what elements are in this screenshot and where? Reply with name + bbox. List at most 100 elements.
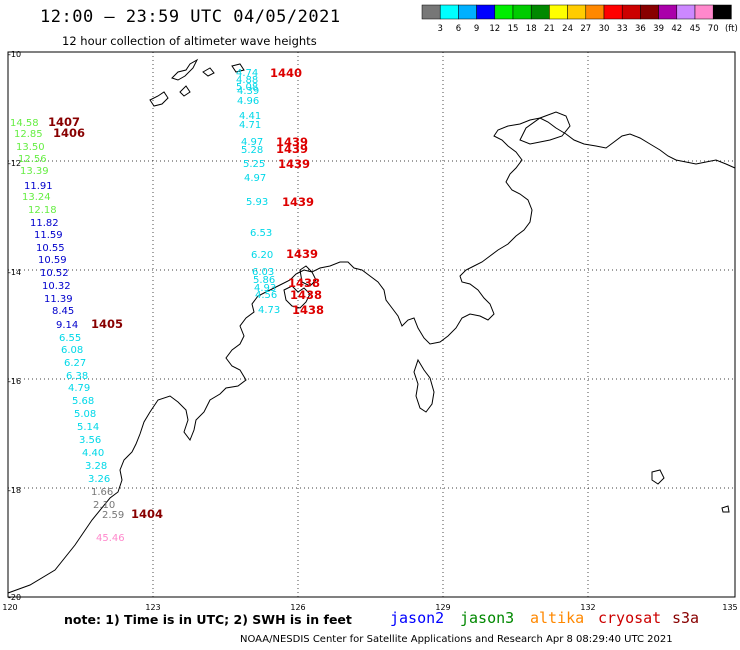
svg-text:1438: 1438 — [290, 288, 322, 302]
svg-text:11.82: 11.82 — [30, 218, 59, 229]
legend-jason3: jason3 — [460, 609, 515, 627]
svg-text:135: 135 — [722, 603, 737, 612]
svg-text:10.52: 10.52 — [40, 268, 69, 279]
legend-cryosat: cryosat — [598, 609, 662, 627]
graticule — [8, 52, 735, 597]
svg-text:132: 132 — [580, 603, 595, 612]
svg-text:11.39: 11.39 — [44, 294, 73, 305]
legend-label: 70 — [708, 24, 719, 34]
svg-text:1407: 1407 — [48, 115, 80, 129]
svg-text:6.08: 6.08 — [61, 345, 83, 356]
svg-text:1405: 1405 — [91, 317, 123, 331]
track-ne-values: 4.74 4.88 5.08 4.39 4.96 4.41 4.71 4.97 … — [236, 68, 280, 316]
svg-text:1404: 1404 — [131, 507, 163, 521]
legend-label: 18 — [526, 24, 537, 34]
lon-ticks: 120 123 126 129 132 135 — [2, 603, 737, 612]
legend-jason2: jason2 — [390, 609, 445, 627]
legend-label: 15 — [508, 24, 519, 34]
svg-text:4.97: 4.97 — [241, 137, 263, 148]
map-title: 12:00 – 23:59 UTC 04/05/2021 — [40, 7, 341, 27]
svg-text:5.25: 5.25 — [243, 159, 265, 170]
svg-text:4.39: 4.39 — [237, 86, 259, 97]
svg-text:2.59: 2.59 — [102, 510, 124, 521]
svg-text:1439: 1439 — [276, 142, 308, 156]
svg-text:5.28: 5.28 — [241, 145, 263, 156]
legend-label: 42 — [671, 24, 682, 34]
legend-label: 9 — [474, 24, 479, 34]
svg-text:45.46: 45.46 — [96, 533, 125, 544]
svg-text:4.40: 4.40 — [82, 448, 104, 459]
svg-text:4.74: 4.74 — [236, 68, 258, 79]
svg-text:3.28: 3.28 — [85, 461, 107, 472]
svg-text:-18: -18 — [8, 486, 21, 495]
svg-text:-12: -12 — [8, 159, 21, 168]
svg-text:6.38: 6.38 — [66, 371, 88, 382]
svg-text:5.14: 5.14 — [77, 422, 99, 433]
legend-swatch — [712, 4, 732, 20]
svg-text:4.88: 4.88 — [236, 75, 258, 86]
svg-text:1439: 1439 — [282, 195, 314, 209]
svg-text:4.93: 4.93 — [254, 283, 276, 294]
svg-text:1439: 1439 — [278, 157, 310, 171]
legend-label: 6 — [456, 24, 461, 34]
pass-times-sw: 1407 1406 1405 1404 — [48, 115, 163, 521]
svg-text:6.03: 6.03 — [252, 267, 274, 278]
coastline — [7, 58, 736, 594]
svg-text:3.56: 3.56 — [79, 435, 101, 446]
svg-text:11.59: 11.59 — [34, 230, 63, 241]
svg-text:4.79: 4.79 — [68, 383, 90, 394]
pass-times-ne: 1440 1439 1439 1439 1439 1439 1438 1438 … — [270, 66, 324, 317]
note-text: note: 1) Time is in UTC; 2) SWH is in fe… — [64, 612, 352, 627]
svg-text:1438: 1438 — [288, 276, 320, 290]
map-subtitle: 12 hour collection of altimeter wave hei… — [62, 34, 317, 48]
legend-label: 36 — [635, 24, 646, 34]
track-sw-pink-values: 45.46 — [96, 533, 125, 544]
svg-text:8.45: 8.45 — [52, 306, 74, 317]
svg-text:4.97: 4.97 — [244, 173, 266, 184]
legend-label: 45 — [690, 24, 701, 34]
svg-text:4.56: 4.56 — [255, 290, 277, 301]
legend-label: 24 — [562, 24, 573, 34]
svg-text:13.24: 13.24 — [22, 192, 51, 203]
svg-text:-10: -10 — [8, 50, 21, 59]
legend-label: 27 — [580, 24, 591, 34]
svg-text:6.53: 6.53 — [250, 228, 272, 239]
svg-text:6.20: 6.20 — [251, 250, 273, 261]
svg-text:2.10: 2.10 — [93, 500, 115, 511]
legend-label: 3 — [437, 24, 442, 34]
legend-label: 21 — [544, 24, 555, 34]
svg-text:13.50: 13.50 — [16, 142, 45, 153]
svg-text:13.39: 13.39 — [20, 166, 49, 177]
track-sw-blue-values: 11.91 11.82 11.59 10.55 10.59 10.52 10.3… — [24, 181, 78, 331]
legend-s3a: s3a — [672, 609, 700, 627]
track-sw-cyan-values: 6.55 6.08 6.27 6.38 4.79 5.68 5.08 5.14 … — [59, 333, 110, 485]
svg-text:-20: -20 — [8, 593, 21, 602]
svg-text:-16: -16 — [8, 377, 21, 386]
svg-text:120: 120 — [2, 603, 17, 612]
legend-label: 33 — [617, 24, 628, 34]
svg-text:5.08: 5.08 — [236, 82, 258, 93]
svg-text:-14: -14 — [8, 268, 21, 277]
legend-label: 12 — [489, 24, 500, 34]
svg-text:3.26: 3.26 — [88, 474, 110, 485]
svg-text:123: 123 — [145, 603, 160, 612]
svg-text:6.27: 6.27 — [64, 358, 86, 369]
svg-text:4.73: 4.73 — [258, 305, 280, 316]
svg-text:5.86: 5.86 — [253, 275, 275, 286]
svg-text:126: 126 — [290, 603, 305, 612]
legend-altika: altika — [530, 609, 585, 627]
track-sw-green-values: 14.58 12.85 13.50 12.56 13.39 13.24 12.1… — [10, 118, 57, 216]
svg-text:9.14: 9.14 — [56, 320, 78, 331]
svg-text:5.68: 5.68 — [72, 396, 94, 407]
svg-text:10.32: 10.32 — [42, 281, 71, 292]
legend-label: (ft) — [725, 24, 738, 34]
svg-text:10.55: 10.55 — [36, 243, 65, 254]
svg-text:14.58: 14.58 — [10, 118, 39, 129]
svg-text:1438: 1438 — [292, 303, 324, 317]
svg-text:1406: 1406 — [53, 126, 85, 140]
svg-text:12.18: 12.18 — [28, 205, 57, 216]
legend-label: 30 — [599, 24, 610, 34]
svg-text:12.56: 12.56 — [18, 154, 47, 165]
svg-text:5.08: 5.08 — [74, 409, 96, 420]
